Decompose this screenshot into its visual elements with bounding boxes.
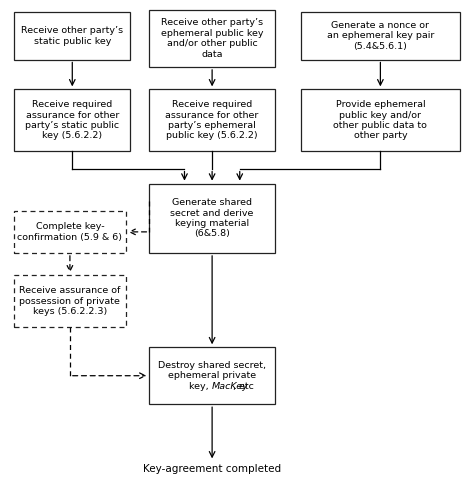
FancyBboxPatch shape (149, 184, 275, 253)
Text: Generate shared
secret and derive
keying material
(6&5.8): Generate shared secret and derive keying… (171, 198, 254, 239)
FancyBboxPatch shape (149, 89, 275, 151)
FancyBboxPatch shape (301, 89, 460, 151)
Text: Receive required
assurance for other
party’s ephemeral
public key (5.6.2.2): Receive required assurance for other par… (165, 100, 259, 140)
Text: Receive assurance of
possession of private
keys (5.6.2.2.3): Receive assurance of possession of priva… (19, 286, 120, 316)
Text: Complete key-
confirmation (5.9 & 6): Complete key- confirmation (5.9 & 6) (18, 222, 122, 242)
Text: ephemeral private: ephemeral private (168, 371, 256, 380)
FancyBboxPatch shape (301, 12, 460, 60)
Text: Receive other party’s
static public key: Receive other party’s static public key (21, 26, 123, 46)
Text: Receive required
assurance for other
party’s static public
key (5.6.2.2): Receive required assurance for other par… (25, 100, 119, 140)
Text: MacKey: MacKey (212, 382, 249, 391)
FancyBboxPatch shape (14, 12, 130, 60)
Text: Destroy shared secret,: Destroy shared secret, (158, 361, 266, 370)
FancyBboxPatch shape (149, 10, 275, 67)
FancyBboxPatch shape (14, 275, 126, 327)
Text: key,: key, (190, 382, 212, 391)
FancyBboxPatch shape (14, 89, 130, 151)
Text: Generate a nonce or
an ephemeral key pair
(5.4&5.6.1): Generate a nonce or an ephemeral key pai… (327, 21, 434, 51)
FancyBboxPatch shape (14, 211, 126, 253)
FancyBboxPatch shape (149, 347, 275, 404)
Text: Receive other party’s
ephemeral public key
and/or other public
data: Receive other party’s ephemeral public k… (161, 18, 264, 59)
Text: Key-agreement completed: Key-agreement completed (143, 464, 281, 474)
Text: , etc: , etc (233, 382, 254, 391)
Text: Provide ephemeral
public key and/or
other public data to
other party: Provide ephemeral public key and/or othe… (333, 100, 428, 140)
